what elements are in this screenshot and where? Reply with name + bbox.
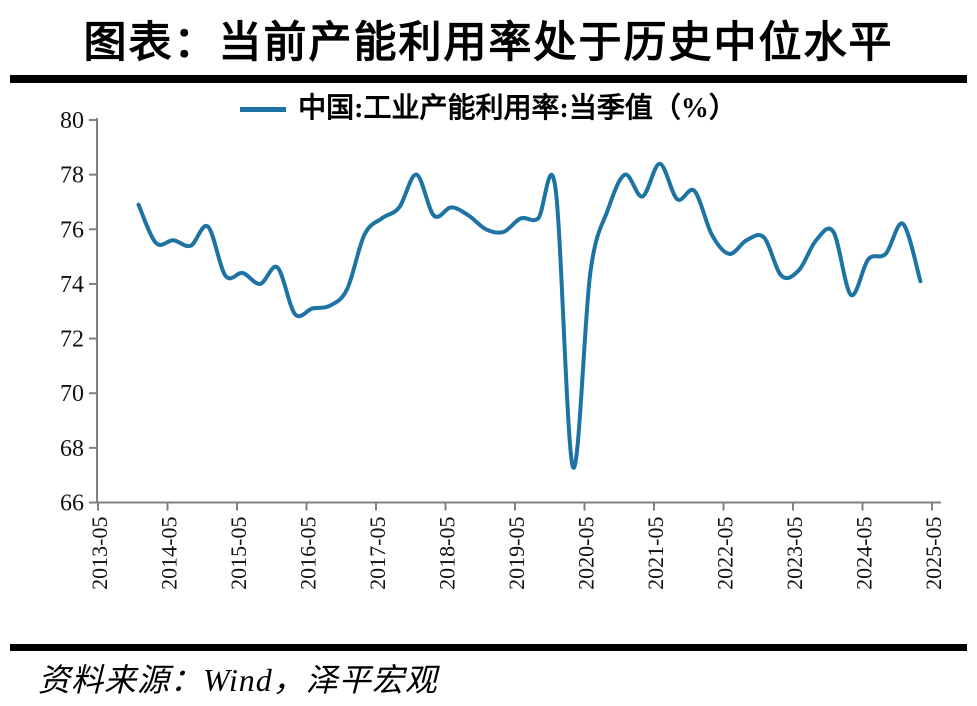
y-axis-tick-label: 68 bbox=[60, 436, 84, 462]
y-axis-tick-label: 76 bbox=[60, 217, 84, 243]
y-axis-tick-label: 78 bbox=[60, 163, 84, 189]
x-axis-tick-label: 2022-05 bbox=[713, 517, 738, 590]
series-line bbox=[136, 161, 923, 470]
x-axis-tick-label: 2021-05 bbox=[643, 517, 668, 590]
y-axis-tick-label: 80 bbox=[60, 108, 84, 134]
source-note: 资料来源：Wind，泽平宏观 bbox=[38, 662, 438, 698]
x-axis-tick-label: 2020-05 bbox=[574, 517, 599, 590]
title-divider bbox=[10, 75, 967, 83]
y-axis-tick-label: 70 bbox=[60, 381, 84, 407]
x-axis-tick-label: 2017-05 bbox=[365, 517, 390, 590]
footer-divider bbox=[10, 644, 967, 651]
x-axis-tick-label: 2018-05 bbox=[435, 517, 460, 590]
y-axis-tick-label: 66 bbox=[60, 491, 84, 517]
legend-label: 中国:工业产能利用率:当季值（%） bbox=[298, 93, 737, 124]
legend: 中国:工业产能利用率:当季值（%） bbox=[0, 92, 977, 126]
legend-line-swatch bbox=[240, 106, 287, 112]
x-axis-tick-label: 2025-05 bbox=[921, 517, 946, 590]
x-axis-tick-label: 2013-05 bbox=[87, 517, 112, 590]
x-axis-tick-label: 2019-05 bbox=[504, 517, 529, 590]
x-axis-tick-label: 2014-05 bbox=[157, 517, 182, 590]
x-axis-tick-label: 2023-05 bbox=[782, 517, 807, 590]
x-axis-tick-label: 2016-05 bbox=[296, 517, 321, 590]
y-axis-tick-label: 72 bbox=[60, 327, 84, 353]
x-axis-tick-label: 2024-05 bbox=[852, 517, 877, 590]
x-axis-tick-label: 2015-05 bbox=[226, 517, 251, 590]
chart-title: 图表：当前产能利用率处于历史中位水平 bbox=[83, 20, 894, 67]
y-axis-tick-label: 74 bbox=[60, 272, 84, 298]
